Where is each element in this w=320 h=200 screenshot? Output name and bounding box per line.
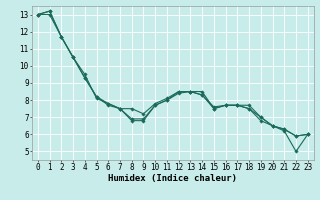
X-axis label: Humidex (Indice chaleur): Humidex (Indice chaleur) xyxy=(108,174,237,183)
